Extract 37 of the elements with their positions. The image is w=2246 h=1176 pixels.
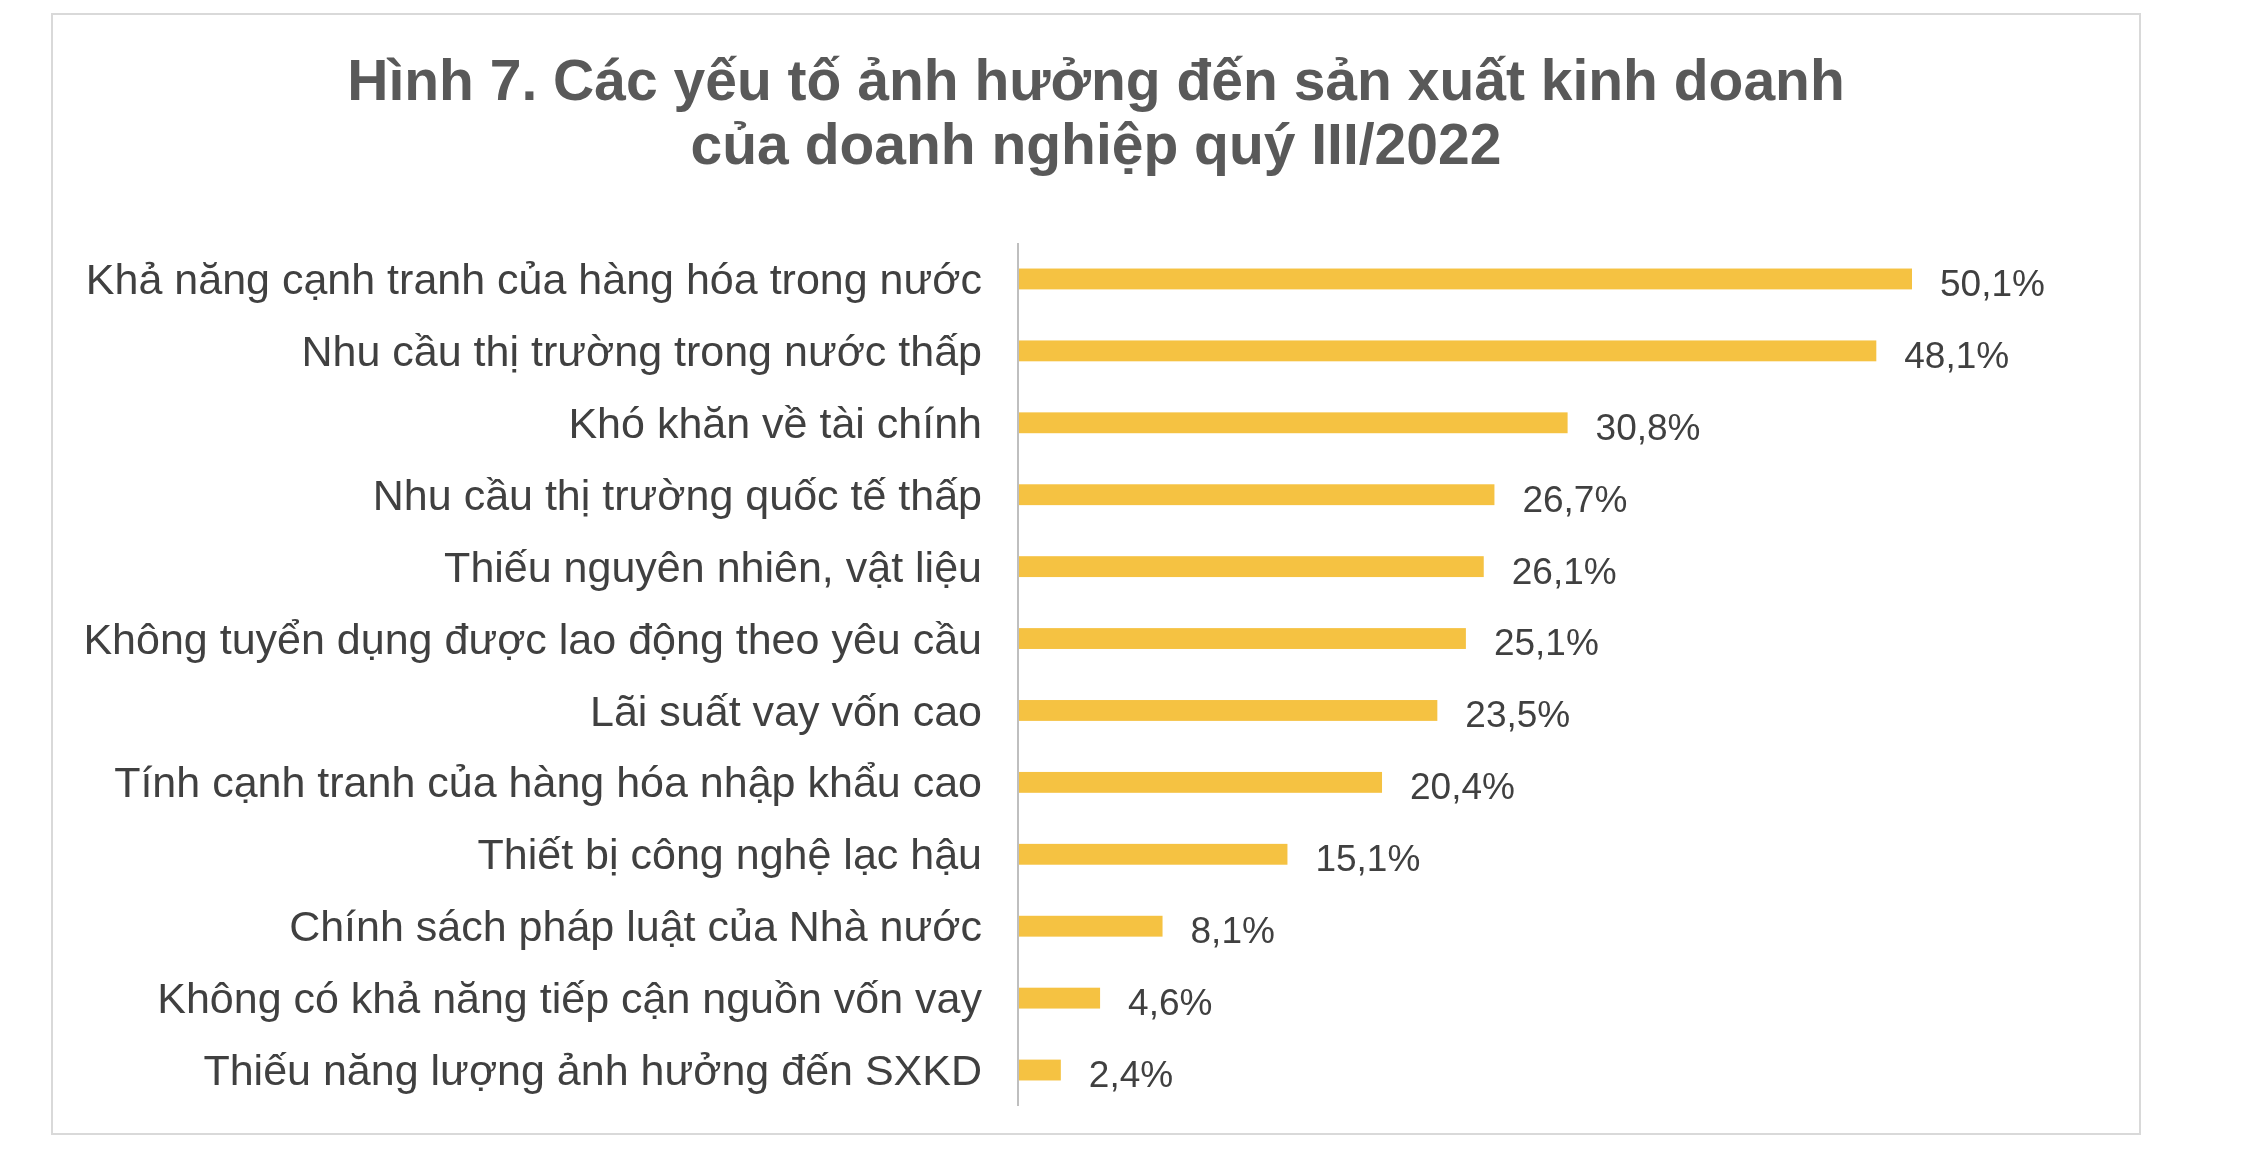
- y-tick-label: Thiết bị công nghệ lạc hậu: [477, 830, 982, 879]
- bar: [1018, 987, 1101, 1009]
- data-label: 8,1%: [1190, 910, 1275, 952]
- bar: [1018, 915, 1163, 937]
- bar: [1018, 268, 1912, 290]
- data-label: 4,6%: [1128, 982, 1213, 1024]
- bar: [1018, 700, 1438, 721]
- y-tick-label: Khả năng cạnh tranh của hàng hóa trong nước: [85, 255, 982, 304]
- data-label: 20,4%: [1410, 766, 1515, 808]
- bar: [1018, 771, 1383, 793]
- data-label: 25,1%: [1493, 622, 1599, 664]
- bar: [1018, 556, 1484, 578]
- data-label: 26,7%: [1522, 478, 1628, 520]
- y-tick-label: Chính sách pháp luật của Nhà nước: [289, 902, 982, 951]
- data-label: 2,4%: [1088, 1053, 1174, 1095]
- bar: [1018, 843, 1288, 865]
- data-label: 15,1%: [1315, 838, 1421, 880]
- data-label: 23,5%: [1465, 694, 1571, 736]
- y-tick-label: Không có khả năng tiếp cận nguồn vốn vay: [157, 974, 983, 1023]
- chart-title: Hình 7. Các yếu tố ảnh hưởng đến sản xuất kinh doanh của doanh nghiệp quý III/2022: [347, 48, 1845, 176]
- bar: [1018, 340, 1877, 362]
- bar: [1018, 628, 1466, 649]
- data-label: 30,8%: [1595, 406, 1701, 448]
- y-tick-label: Lãi suất vay vốn cao: [589, 686, 982, 735]
- y-tick-label: Thiếu nguyên nhiên, vật liệu: [444, 542, 982, 591]
- bar: [1018, 1059, 1061, 1081]
- data-label: 26,1%: [1511, 550, 1617, 592]
- y-tick-label: Tính cạnh tranh của hàng hóa nhập khẩu cao: [114, 758, 982, 807]
- y-tick-label: Nhu cầu thị trường quốc tế thấp: [372, 470, 982, 519]
- bar: [1018, 412, 1568, 434]
- y-tick-label: Thiếu năng lượng ảnh hưởng đến SXKD: [203, 1046, 982, 1095]
- y-tick-label: Nhu cầu thị trường trong nước thấp: [301, 326, 982, 375]
- y-tick-label: Không tuyển dụng được lao động theo yêu cầu: [83, 614, 982, 663]
- data-label: 50,1%: [1940, 262, 2045, 304]
- y-tick-label: Khó khăn về tài chính: [568, 398, 982, 447]
- data-label: 48,1%: [1904, 334, 2010, 376]
- bar: [1018, 484, 1495, 506]
